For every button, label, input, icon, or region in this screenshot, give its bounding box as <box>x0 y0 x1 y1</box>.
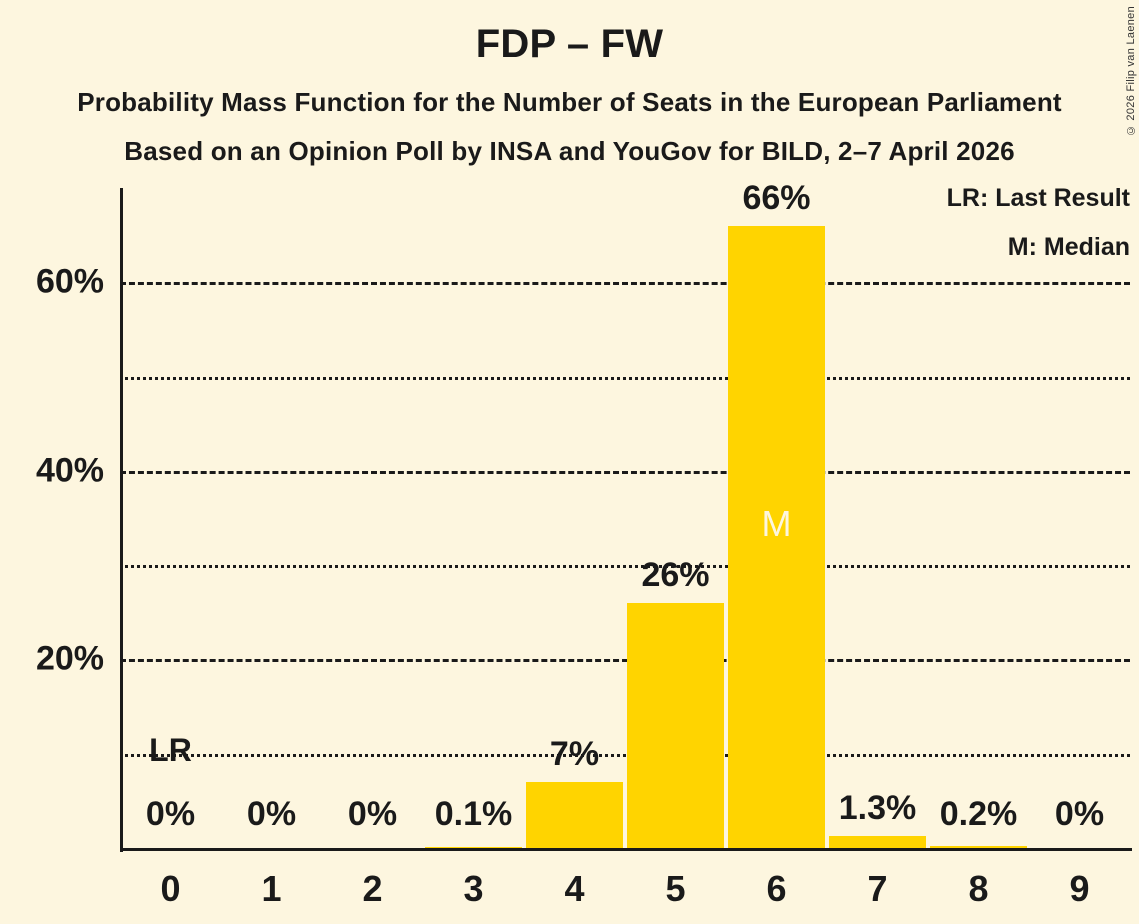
bar-seat-7[interactable] <box>829 835 926 848</box>
bar-value-label-0: 0% <box>145 795 196 833</box>
gridline-minor-50 <box>120 376 1130 380</box>
x-axis-tick-7: 7 <box>867 868 888 909</box>
x-axis-tick-1: 1 <box>261 868 282 909</box>
bar-value-label-3: 0.1% <box>434 795 513 833</box>
x-axis-tick-9: 9 <box>1069 868 1090 909</box>
legend-last-result: LR: Last Result <box>946 184 1130 212</box>
bar-seat-5[interactable] <box>627 602 724 848</box>
chart-subtitle-secondary: Based on an Opinion Poll by INSA and You… <box>124 136 1015 166</box>
x-axis-tick-8: 8 <box>968 868 989 909</box>
last-result-marker: LR <box>149 731 192 768</box>
legend-median: M: Median <box>1007 233 1130 261</box>
y-axis-line <box>120 188 123 852</box>
x-axis-tick-3: 3 <box>463 868 484 909</box>
bar-seat-4[interactable] <box>526 782 623 848</box>
bar-value-label-9: 0% <box>1054 795 1105 833</box>
gridline-major-60 <box>120 282 1130 286</box>
x-axis-tick-4: 4 <box>564 868 585 909</box>
bar-seat-3[interactable] <box>425 847 522 848</box>
x-axis-tick-6: 6 <box>766 868 787 909</box>
copyright-notice: © 2026 Filip van Laenen <box>1125 6 1137 137</box>
bar-value-label-4: 7% <box>549 735 600 773</box>
bar-value-label-7: 1.3% <box>838 788 917 827</box>
gridline-minor-30 <box>120 565 1130 569</box>
gridline-minor-10 <box>120 753 1130 757</box>
bar-value-label-8: 0.2% <box>939 795 1018 833</box>
gridline-major-20 <box>120 659 1130 663</box>
y-axis-tick-40: 40% <box>35 451 104 490</box>
gridline-major-40 <box>120 470 1130 474</box>
bar-seat-8[interactable] <box>930 846 1027 848</box>
bar-value-label-6: 66% <box>742 178 811 217</box>
chart-subtitle-primary: Probability Mass Function for the Number… <box>77 87 1062 117</box>
y-axis-tick-20: 20% <box>35 639 104 678</box>
median-marker: M <box>761 503 792 545</box>
bar-value-label-1: 0% <box>246 795 297 833</box>
bar-value-label-5: 26% <box>641 555 710 594</box>
y-axis-tick-60: 60% <box>35 262 104 301</box>
x-axis-tick-5: 5 <box>665 868 686 909</box>
bar-value-label-2: 0% <box>347 795 398 833</box>
plot-area <box>120 188 1130 850</box>
x-axis-tick-0: 0 <box>160 868 181 909</box>
x-axis-line <box>120 848 1132 851</box>
x-axis-tick-2: 2 <box>362 868 383 909</box>
bar-seat-6[interactable] <box>728 225 825 848</box>
chart-title: FDP – FW <box>475 22 664 66</box>
